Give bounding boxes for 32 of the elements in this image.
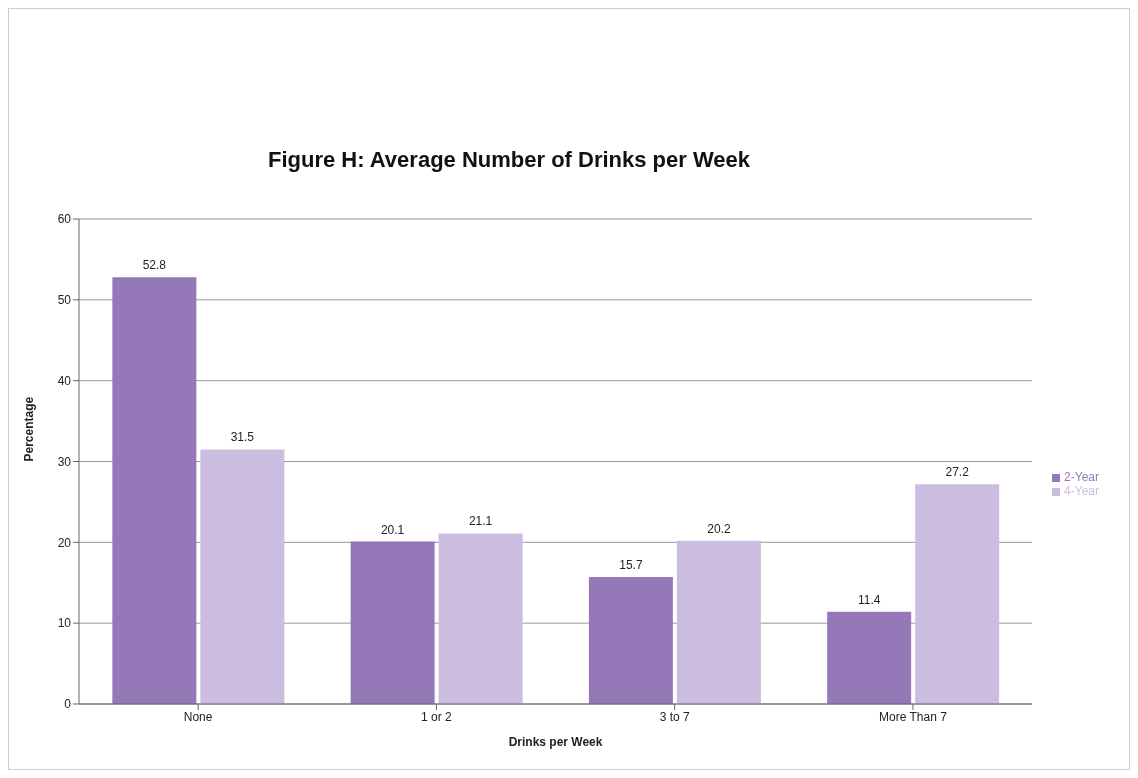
y-tick-label: 10: [57, 616, 72, 631]
y-tick-label: 30: [57, 454, 72, 469]
bar: [350, 541, 435, 704]
data-label: 11.4: [857, 592, 881, 607]
bar: [438, 533, 523, 704]
x-axis-title: Drinks per Week: [508, 735, 603, 749]
bar: [588, 577, 673, 704]
y-tick-label: 20: [57, 535, 72, 550]
legend-label: 2-Year: [1064, 470, 1099, 484]
x-tick-label: None: [183, 709, 213, 724]
data-label: 15.7: [619, 558, 643, 573]
bar: [915, 484, 1000, 704]
data-label: 20.1: [380, 522, 405, 537]
bar: [112, 277, 197, 704]
data-label: 27.2: [945, 465, 970, 480]
y-tick-label: 0: [64, 697, 72, 712]
data-label: 21.1: [468, 514, 493, 529]
x-tick-label: More Than 7: [879, 709, 948, 724]
x-tick-label: 1 or 2: [421, 709, 453, 724]
y-tick-label: 50: [57, 293, 72, 308]
y-axis-title: Percentage: [22, 396, 37, 462]
data-label: 20.2: [707, 521, 731, 536]
y-tick-label: 60: [57, 212, 72, 227]
bar: [676, 540, 761, 704]
legend-label: 4-Year: [1064, 484, 1099, 498]
bar: [200, 449, 285, 704]
chart-title: Figure H: Average Number of Drinks per Week: [266, 147, 752, 173]
bar: [827, 611, 912, 704]
x-tick-label: 3 to 7: [659, 709, 691, 724]
data-label: 52.8: [142, 258, 167, 273]
data-label: 31.5: [230, 430, 255, 445]
y-tick-label: 40: [57, 373, 72, 388]
